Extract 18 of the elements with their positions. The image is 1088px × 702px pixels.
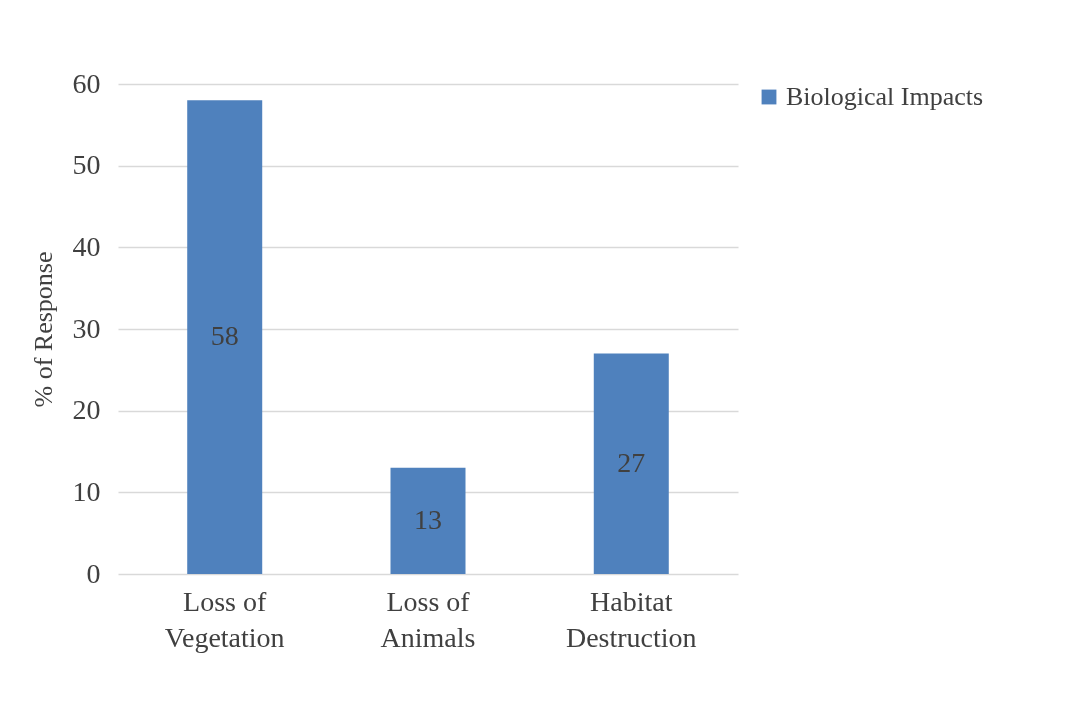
x-tick-label: Habitat Destruction <box>565 585 697 653</box>
bar <box>390 467 466 574</box>
x-tick-label: Loss of Animals <box>380 585 476 653</box>
data-label: 58 <box>210 320 239 352</box>
y-tick-label: 60 <box>72 67 101 99</box>
y-axis-title: % of Response <box>28 251 58 408</box>
y-tick-label: 40 <box>72 230 101 262</box>
y-tick-label: 30 <box>72 312 101 344</box>
legend-label: Biological Impacts <box>786 82 984 111</box>
y-tick-label: 50 <box>72 149 101 181</box>
bar <box>593 353 669 574</box>
y-tick-label: 10 <box>72 475 101 507</box>
data-label: 27 <box>617 446 646 478</box>
y-tick-label: 0 <box>86 557 101 589</box>
data-label: 13 <box>414 503 442 535</box>
y-tick-label: 20 <box>72 394 101 426</box>
bar <box>187 100 263 574</box>
x-tick-label: Loss of Vegetation <box>164 585 285 653</box>
